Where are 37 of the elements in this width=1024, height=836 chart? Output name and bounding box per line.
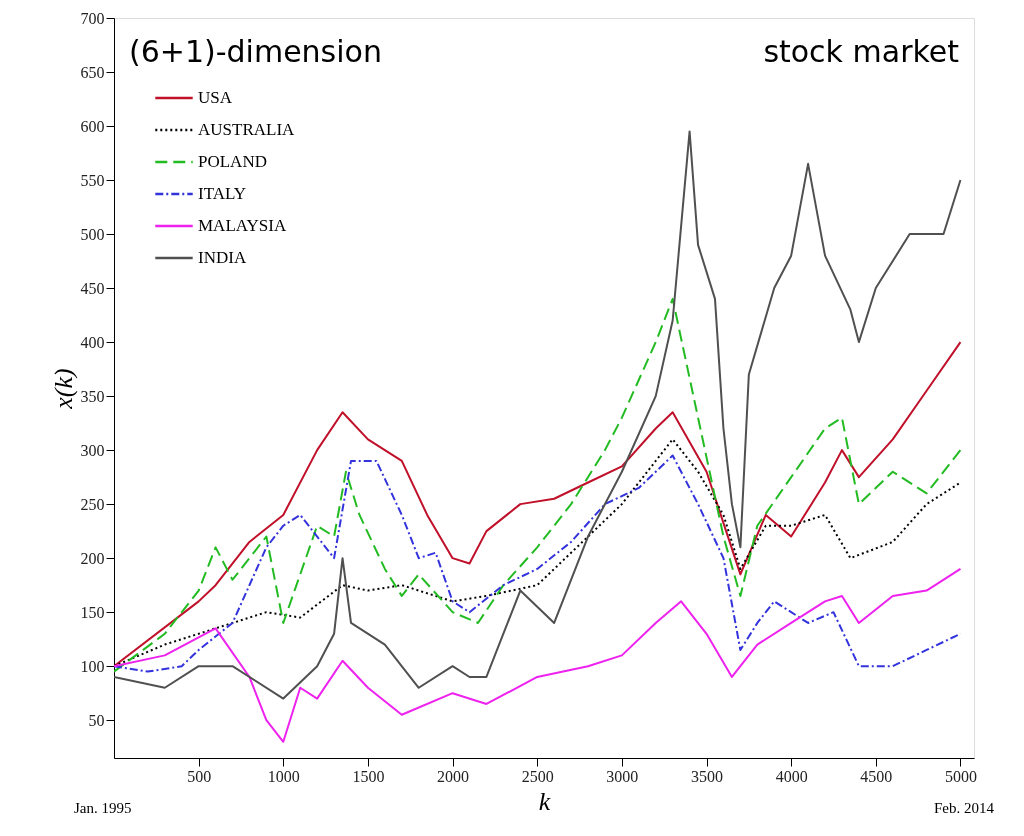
legend-label: MALAYSIA <box>198 216 287 235</box>
x-tick-label: 2000 <box>437 767 470 785</box>
x-tick-label: 3500 <box>691 767 724 785</box>
x-tick-label: 500 <box>187 767 212 785</box>
x-tick-label: 1500 <box>352 767 385 785</box>
y-tick-label: 450 <box>80 279 105 297</box>
y-tick-label: 50 <box>88 711 105 729</box>
legend-label: INDIA <box>198 248 247 267</box>
legend-label: POLAND <box>198 152 267 171</box>
x-axis-title: k <box>538 786 551 816</box>
x-tick-label: 4500 <box>860 767 893 785</box>
y-tick-label: 200 <box>80 549 105 567</box>
text: Jan. 1995 <box>74 800 132 816</box>
legend-label: USA <box>198 88 233 107</box>
y-axis-title: x(k) <box>48 368 78 410</box>
x-tick-label: 1000 <box>267 767 300 785</box>
y-tick-label: 650 <box>80 63 105 81</box>
y-tick-label: 350 <box>80 387 105 405</box>
x-tick-label: 5000 <box>944 767 977 785</box>
x-tick-label: 2500 <box>521 767 554 785</box>
y-tick-label: 400 <box>80 333 105 351</box>
y-tick-label: 700 <box>80 9 105 27</box>
y-tick-label: 600 <box>80 117 105 135</box>
x-tick-label: 4000 <box>775 767 808 785</box>
y-tick-label: 100 <box>80 657 105 675</box>
y-tick-label: 500 <box>80 225 105 243</box>
legend-label: ITALY <box>198 184 246 203</box>
y-tick-label: 300 <box>80 441 105 459</box>
x-tick-label: 3000 <box>606 767 639 785</box>
annotation: stock market <box>763 34 960 69</box>
y-tick-label: 550 <box>80 171 105 189</box>
text: Feb. 2014 <box>934 800 995 816</box>
y-tick-label: 150 <box>80 603 105 621</box>
line-series <box>114 567 962 743</box>
y-tick-label: 250 <box>80 495 105 513</box>
annotation: (6+1)-dimension <box>129 34 382 69</box>
legend-label: AUSTRALIA <box>198 120 296 139</box>
